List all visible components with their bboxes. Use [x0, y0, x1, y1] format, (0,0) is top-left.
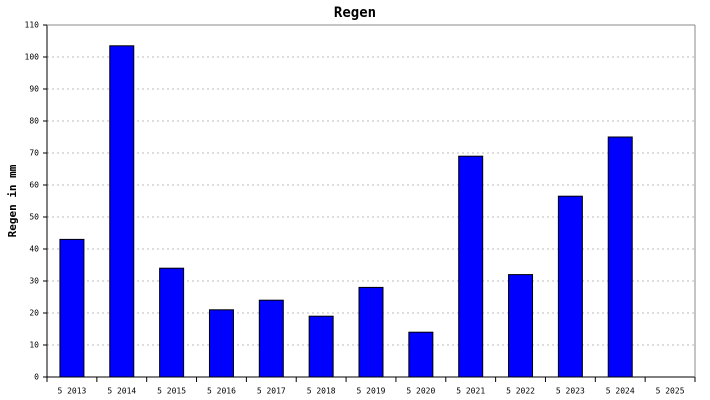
bar [258, 299, 284, 378]
bar [59, 238, 85, 378]
bar [109, 45, 135, 378]
y-tick-label: 80 [29, 117, 39, 126]
bar [159, 267, 185, 378]
y-axis-label: Regen in mm [6, 164, 19, 237]
x-tick-label: 5 2024 [606, 387, 635, 396]
y-tick-label: 70 [29, 149, 39, 158]
y-tick-label: 90 [29, 85, 39, 94]
x-tick-label: 5 2020 [406, 387, 435, 396]
y-tick-label: 10 [29, 341, 39, 350]
y-tick-label: 0 [34, 373, 39, 382]
bar [358, 286, 384, 378]
x-tick-label: 5 2016 [207, 387, 236, 396]
x-tick-label: 5 2018 [307, 387, 336, 396]
x-tick-label: 5 2022 [506, 387, 535, 396]
y-tick-label: 60 [29, 181, 39, 190]
x-tick-label: 5 2023 [556, 387, 585, 396]
y-tick-label: 100 [25, 53, 40, 62]
x-tick-label: 5 2014 [107, 387, 136, 396]
y-tick-label: 30 [29, 277, 39, 286]
y-tick-label: 110 [25, 21, 40, 30]
x-tick-label: 5 2019 [357, 387, 386, 396]
x-tick-label: 5 2021 [456, 387, 485, 396]
bar [308, 315, 334, 378]
bar [458, 155, 484, 378]
x-tick-label: 5 2015 [157, 387, 186, 396]
x-tick-label: 5 2025 [656, 387, 685, 396]
bar [408, 331, 434, 378]
chart-title: Regen [334, 5, 376, 21]
x-tick-label: 5 2017 [257, 387, 286, 396]
bar [508, 274, 534, 378]
x-tick-label: 5 2013 [57, 387, 86, 396]
bar [557, 195, 583, 378]
y-tick-label: 50 [29, 213, 39, 222]
y-tick-label: 20 [29, 309, 39, 318]
bar [208, 309, 234, 378]
bar [607, 136, 633, 378]
y-tick-label: 40 [29, 245, 39, 254]
